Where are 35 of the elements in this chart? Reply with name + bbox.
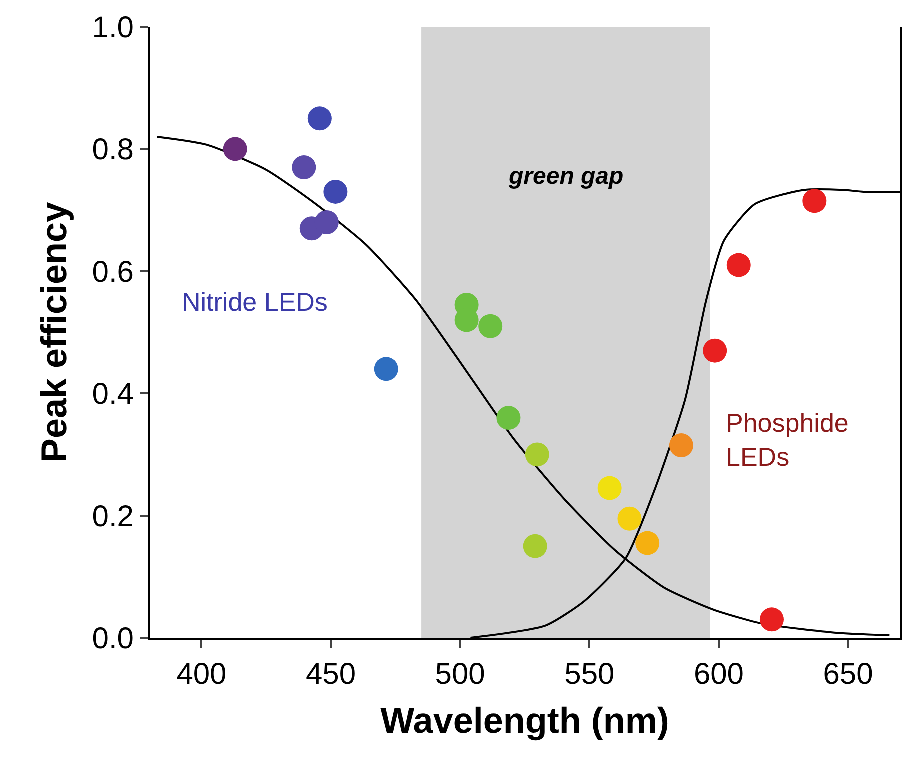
point xyxy=(802,189,827,214)
y-tick-label: 0.8 xyxy=(92,134,134,167)
y-tick-label: 0.4 xyxy=(92,378,134,412)
band-label: green gap xyxy=(508,163,624,190)
x-tick-label: 450 xyxy=(306,658,356,691)
annotation: Nitride LEDs xyxy=(182,287,328,317)
annotation: Phosphide LEDs xyxy=(726,408,849,472)
point xyxy=(523,534,548,558)
point xyxy=(726,253,751,278)
y-tick-label: 0.2 xyxy=(92,500,134,534)
point xyxy=(223,137,248,162)
point xyxy=(478,314,503,338)
y-tick-label: 0.6 xyxy=(92,256,134,289)
y-axis-title: Peak efficiency xyxy=(34,202,75,463)
point xyxy=(760,608,784,632)
x-tick-label: 400 xyxy=(176,658,227,691)
point xyxy=(496,406,521,430)
y-tick-label: 1.0 xyxy=(92,12,134,44)
y-tick-label: 0.0 xyxy=(92,622,134,656)
point xyxy=(636,531,660,556)
point xyxy=(314,210,339,235)
point xyxy=(669,434,694,458)
point xyxy=(324,180,348,204)
x-tick-label: 650 xyxy=(823,658,874,691)
point xyxy=(598,476,622,500)
point xyxy=(374,357,398,382)
x-axis-title: Wavelength (nm) xyxy=(380,700,670,742)
x-tick-label: 600 xyxy=(694,658,744,691)
x-tick-label: 500 xyxy=(435,658,486,691)
x-tick-label: 550 xyxy=(564,658,615,691)
point xyxy=(525,442,550,467)
point xyxy=(618,506,642,531)
point xyxy=(292,156,316,180)
point xyxy=(308,106,332,131)
point xyxy=(703,338,728,363)
